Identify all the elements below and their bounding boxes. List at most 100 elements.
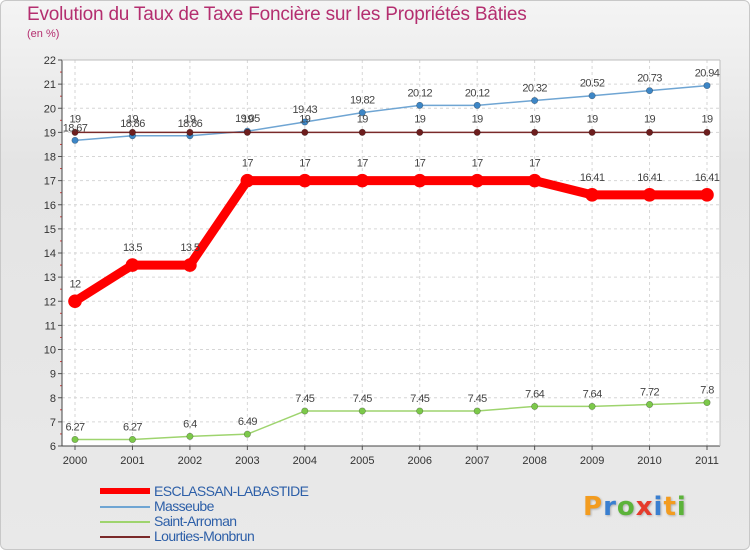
data-point <box>588 128 596 136</box>
y-tick-label: 17 <box>44 176 56 188</box>
data-point <box>186 128 194 136</box>
series-line <box>74 84 708 142</box>
data-point <box>646 401 654 409</box>
data-label: 6.27 <box>65 421 84 433</box>
data-point <box>473 101 481 109</box>
legend-label: Saint-Arroman <box>154 513 237 529</box>
y-tick-label: 12 <box>44 296 56 308</box>
data-label: 19 <box>127 113 139 125</box>
data-label: 6.49 <box>238 416 257 428</box>
data-point <box>68 294 82 309</box>
x-tick-label: 2011 <box>695 455 719 467</box>
logo-letter: r <box>603 492 617 522</box>
y-tick-label: 6 <box>50 441 56 453</box>
legend-swatch <box>100 521 150 523</box>
data-label: 13.5 <box>123 242 142 254</box>
y-tick-label: 10 <box>44 345 56 357</box>
data-label: 20.12 <box>407 87 432 99</box>
data-point <box>71 128 79 136</box>
data-point <box>585 188 599 202</box>
data-label: 16.41 <box>637 172 662 184</box>
x-tick-label: 2004 <box>293 455 317 467</box>
data-label: 18.67 <box>63 122 88 134</box>
data-label: 7.45 <box>353 393 372 405</box>
y-tick-label: 19 <box>44 127 56 139</box>
y-tick-label: 18 <box>44 152 56 164</box>
data-point <box>128 435 136 443</box>
data-point <box>588 402 596 410</box>
data-label: 19 <box>529 113 541 125</box>
data-label: 17 <box>242 158 254 170</box>
data-label: 20.32 <box>522 83 547 95</box>
data-point <box>700 188 714 202</box>
data-label: 19 <box>299 113 311 125</box>
y-tick-label: 7 <box>50 417 56 429</box>
data-point <box>531 128 539 136</box>
data-label: 19 <box>644 113 656 125</box>
data-label: 6.4 <box>183 418 197 430</box>
data-point <box>301 118 309 126</box>
data-label: 20.94 <box>695 68 720 80</box>
legend-swatch <box>100 506 150 508</box>
data-label: 7.8 <box>700 385 714 397</box>
y-tick-label: 22 <box>44 55 56 67</box>
data-point <box>470 173 484 188</box>
y-tick-label: 20 <box>44 103 56 115</box>
data-point <box>301 128 309 136</box>
data-point <box>703 399 711 407</box>
data-label: 20.52 <box>580 78 605 90</box>
x-tick-label: 2001 <box>120 455 144 467</box>
data-label: 20.12 <box>465 87 490 99</box>
data-point <box>125 258 140 272</box>
data-label: 17 <box>357 158 369 170</box>
x-tick-label: 2007 <box>465 455 489 467</box>
data-point <box>240 173 255 188</box>
data-label: 7.45 <box>410 393 429 405</box>
data-label: 6.27 <box>123 421 142 433</box>
x-tick-label: 2002 <box>178 455 202 467</box>
data-label: 7.45 <box>468 393 487 405</box>
y-tick-label: 14 <box>44 248 56 260</box>
x-tick-label: 2009 <box>580 455 604 467</box>
data-point <box>646 87 654 95</box>
data-point <box>473 407 481 415</box>
data-point <box>703 128 711 136</box>
y-tick-label: 15 <box>44 224 56 236</box>
data-point <box>298 173 312 188</box>
x-tick-label: 2010 <box>637 455 661 467</box>
data-label: 13.5 <box>180 242 199 254</box>
data-point <box>128 128 136 136</box>
data-point <box>588 92 596 100</box>
y-tick-label: 9 <box>50 369 56 381</box>
data-label: 18.86 <box>178 118 203 130</box>
y-tick-label: 16 <box>44 200 56 212</box>
legend-label: Lourties-Monbrun <box>154 528 255 544</box>
legend-swatch <box>100 488 150 494</box>
data-label: 17 <box>529 158 541 170</box>
data-label: 20.73 <box>637 73 662 85</box>
data-point <box>416 128 424 136</box>
data-point <box>355 173 370 188</box>
data-point <box>71 136 79 144</box>
x-tick-label: 2008 <box>522 455 546 467</box>
y-tick-label: 11 <box>45 320 56 332</box>
legend-label: Masseube <box>154 498 214 514</box>
data-label: 7.45 <box>295 393 314 405</box>
data-point <box>473 128 481 136</box>
data-point <box>71 435 79 443</box>
data-label: 19.05 <box>235 113 260 125</box>
logo-letter: P <box>583 492 604 522</box>
data-point <box>301 407 309 415</box>
data-point <box>527 173 542 188</box>
data-point <box>646 128 654 136</box>
data-point <box>183 258 197 272</box>
y-tick-label: 21 <box>44 79 56 91</box>
chart-title: Evolution du Taux de Taxe Foncière sur l… <box>27 4 527 25</box>
logo-letter: t <box>663 492 677 522</box>
series-line <box>70 176 712 306</box>
proxiti-logo: Proxiti <box>583 492 687 522</box>
logo-letter: i <box>653 492 664 522</box>
logo-letter: i <box>676 492 687 522</box>
data-label: 19 <box>357 113 369 125</box>
data-label: 19 <box>472 113 484 125</box>
